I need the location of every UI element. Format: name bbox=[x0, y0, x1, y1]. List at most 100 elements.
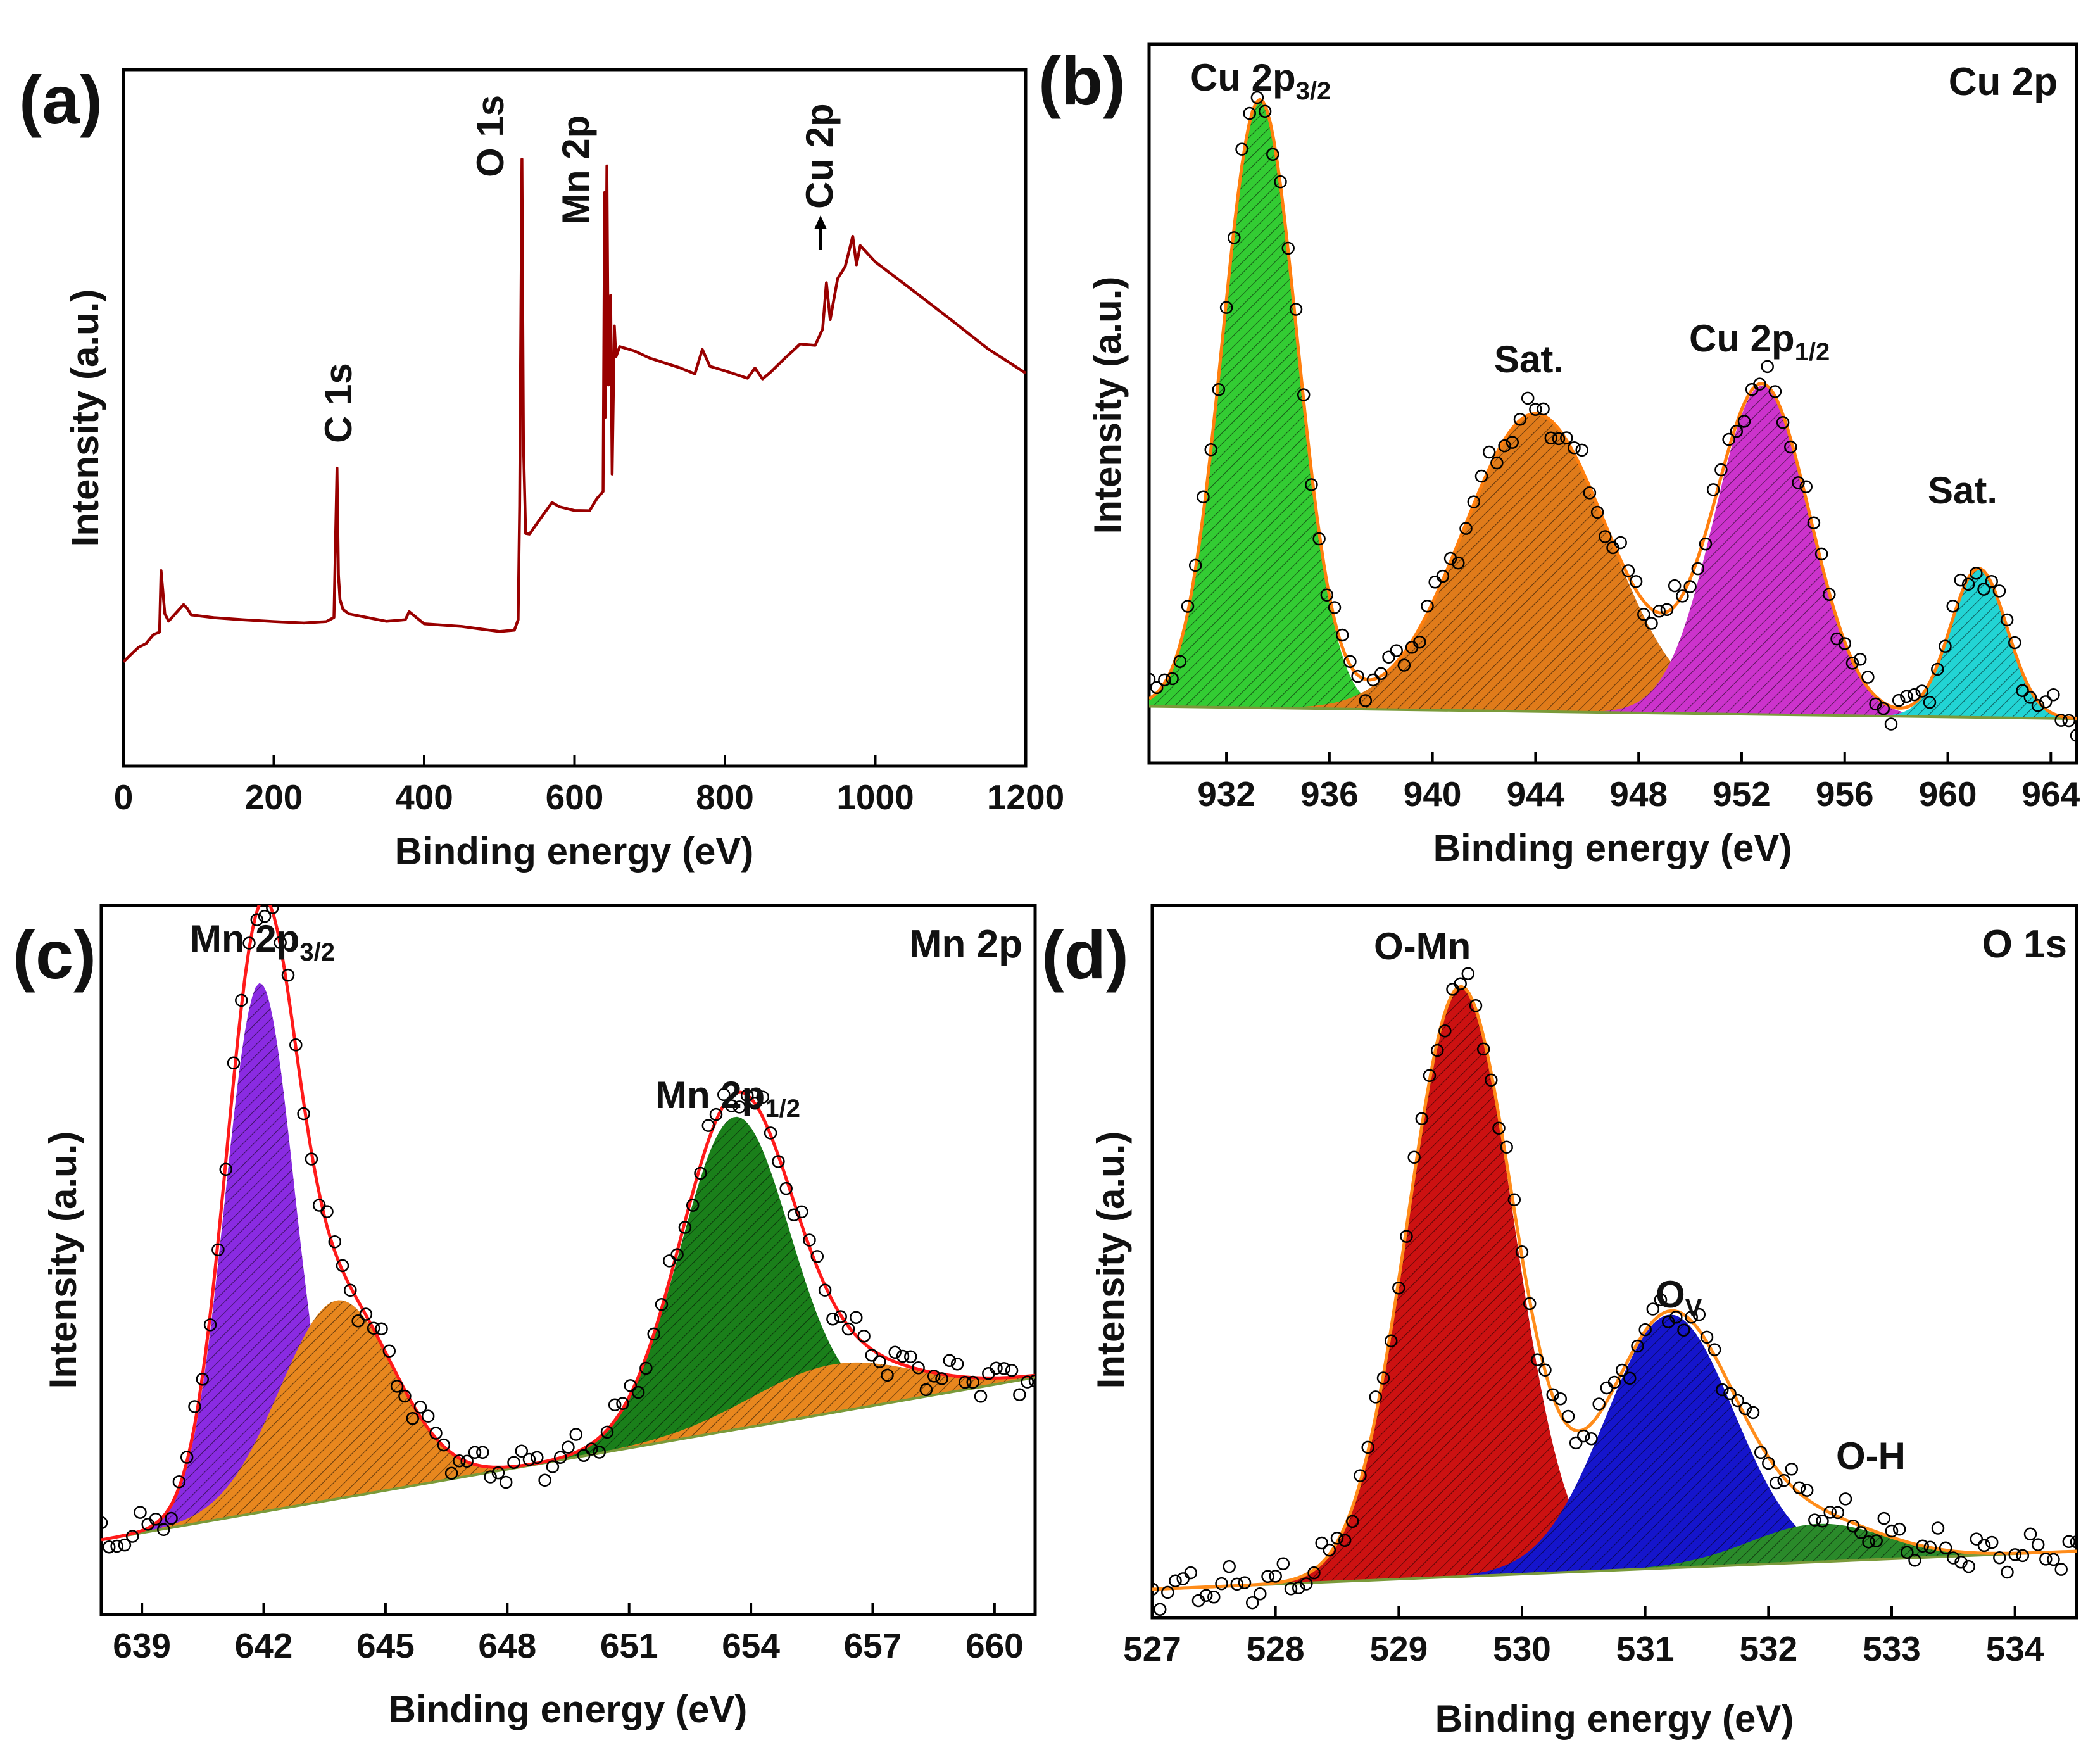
raw-data-point bbox=[1585, 1432, 1598, 1446]
x-tick-label: 648 bbox=[478, 1626, 536, 1665]
x-tick-label: 534 bbox=[1986, 1629, 2044, 1668]
raw-data-point bbox=[1423, 1069, 1437, 1082]
raw-data-point bbox=[1870, 1534, 1883, 1547]
raw-data-point bbox=[810, 1250, 824, 1263]
raw-data-point bbox=[1777, 1473, 1790, 1487]
raw-data-point bbox=[1219, 301, 1233, 314]
raw-data-point bbox=[1947, 1551, 1960, 1565]
raw-data-point bbox=[1631, 1339, 1644, 1353]
label-o-h: O-H bbox=[1836, 1435, 1906, 1477]
raw-data-point bbox=[1645, 617, 1658, 630]
raw-data-point bbox=[1330, 1531, 1344, 1545]
label-mn2p12: Mn 2p1/2 bbox=[655, 1074, 800, 1123]
raw-data-point bbox=[336, 1259, 349, 1273]
raw-data-point bbox=[1685, 1311, 1698, 1324]
panel-letter-b: (b) bbox=[1038, 42, 1126, 119]
raw-data-point bbox=[476, 1446, 489, 1459]
x-ticks-d: 527 528 529 530 531 532 533 534 bbox=[1123, 1606, 2044, 1668]
x-tick-label: 645 bbox=[356, 1626, 415, 1665]
raw-data-point bbox=[1289, 303, 1303, 316]
raw-data-point bbox=[1328, 601, 1342, 614]
raw-data-point bbox=[732, 1100, 746, 1114]
raw-data-point bbox=[593, 1446, 606, 1459]
raw-data-point bbox=[312, 1199, 326, 1212]
raw-data-point bbox=[1228, 231, 1241, 244]
raw-data-point bbox=[538, 1473, 551, 1487]
raw-data-point bbox=[841, 1322, 855, 1336]
raw-data-point bbox=[1184, 1566, 1198, 1580]
raw-data-point bbox=[997, 1362, 1011, 1375]
raw-data-point bbox=[1939, 1541, 1952, 1554]
raw-data-point bbox=[398, 1389, 412, 1403]
raw-data-point bbox=[1560, 431, 1573, 444]
raw-data-point bbox=[1254, 1587, 1267, 1601]
panel-letter-d: (d) bbox=[1041, 916, 1129, 993]
raw-data-point bbox=[1320, 588, 1334, 602]
raw-data-point bbox=[1153, 1603, 1167, 1616]
raw-data-point bbox=[1529, 403, 1542, 416]
raw-data-point bbox=[935, 1372, 948, 1385]
raw-data-point bbox=[1261, 1570, 1274, 1584]
x-tick-label: 660 bbox=[965, 1626, 1024, 1665]
raw-data-point bbox=[1660, 603, 1674, 616]
raw-data-point bbox=[1706, 483, 1720, 496]
fit-component-hatch-1 bbox=[1152, 988, 2077, 1589]
annotation-o1s: O 1s bbox=[469, 95, 512, 177]
raw-data-point bbox=[499, 1475, 513, 1489]
raw-data-point bbox=[1507, 1193, 1521, 1206]
raw-data-point bbox=[686, 1199, 700, 1212]
raw-data-point bbox=[1691, 562, 1705, 576]
raw-data-point bbox=[1250, 91, 1264, 104]
raw-data-point bbox=[1985, 575, 1998, 588]
raw-data-point bbox=[616, 1397, 629, 1410]
label-cu2p12: Cu 2p1/2 bbox=[1689, 317, 1830, 366]
raw-data-point bbox=[1354, 1469, 1367, 1482]
raw-data-point bbox=[2016, 1549, 2030, 1563]
raw-data-point bbox=[1892, 1522, 1906, 1536]
raw-data-point bbox=[134, 1506, 147, 1519]
raw-data-point bbox=[1568, 441, 1581, 455]
raw-data-point bbox=[165, 1511, 178, 1525]
raw-data-point bbox=[1569, 1436, 1583, 1450]
raw-data-point bbox=[1438, 1024, 1452, 1038]
raw-data-point bbox=[1716, 1383, 1729, 1397]
raw-data-point bbox=[2031, 698, 2045, 712]
raw-data-point bbox=[1862, 1535, 1875, 1549]
y-axis-label-b: Intensity (a.u.) bbox=[1086, 277, 1129, 534]
raw-data-point bbox=[242, 936, 256, 950]
x-tick-label: 530 bbox=[1493, 1629, 1551, 1668]
label-ov: OV bbox=[1656, 1273, 1702, 1322]
raw-data-point bbox=[1274, 175, 1287, 189]
raw-data-point bbox=[196, 1373, 210, 1386]
raw-data-point bbox=[1808, 1513, 1821, 1527]
raw-data-point bbox=[1923, 695, 1937, 709]
raw-data-point bbox=[1731, 1394, 1744, 1408]
raw-data-point bbox=[274, 936, 287, 949]
raw-data-point bbox=[1461, 967, 1475, 980]
raw-data-point bbox=[1629, 575, 1643, 588]
raw-data-point bbox=[305, 1152, 318, 1166]
raw-data-point bbox=[872, 1355, 886, 1368]
raw-data-point bbox=[1599, 530, 1612, 543]
x-tick-label: 960 bbox=[1919, 774, 1977, 814]
x-tick-label: 200 bbox=[245, 778, 303, 817]
raw-data-point bbox=[1761, 360, 1774, 374]
raw-data-point bbox=[1583, 486, 1597, 500]
x-axis-label-a: Binding energy (eV) bbox=[395, 830, 754, 873]
raw-data-point bbox=[1714, 463, 1728, 477]
raw-data-point bbox=[1638, 1323, 1652, 1337]
raw-data-point bbox=[740, 1088, 754, 1102]
raw-data-point bbox=[1646, 1302, 1660, 1316]
raw-data-point bbox=[959, 1375, 972, 1389]
raw-data-point bbox=[1768, 385, 1782, 398]
raw-data-point bbox=[787, 1208, 801, 1222]
raw-data-point bbox=[1392, 1281, 1405, 1295]
raw-data-point bbox=[1207, 1590, 1221, 1604]
raw-data-point bbox=[1538, 1363, 1552, 1377]
plot-area-d bbox=[1152, 967, 2077, 1616]
x-axis-label-c: Binding energy (eV) bbox=[389, 1688, 748, 1730]
panel-a: (a) 0 200 400 600 800 1000 1200 Binding energy… bbox=[19, 61, 1064, 873]
raw-data-point bbox=[1238, 1576, 1252, 1589]
raw-data-point bbox=[522, 1452, 536, 1466]
raw-data-point bbox=[1158, 673, 1171, 687]
